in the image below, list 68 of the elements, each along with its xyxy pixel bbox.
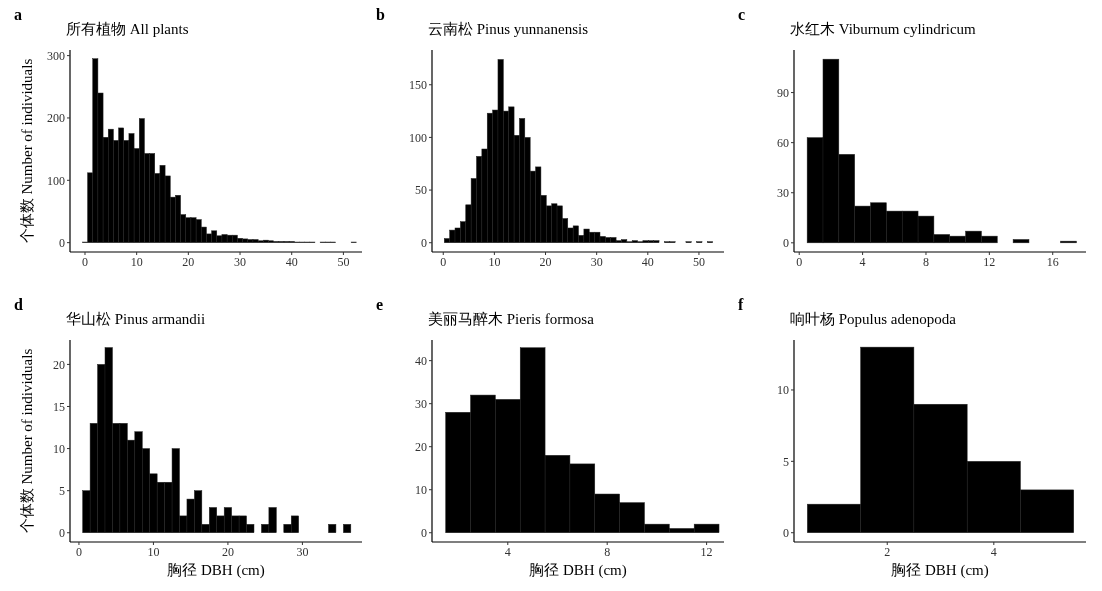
chart-title: 美丽马醉木 Pieris formosa <box>428 311 595 327</box>
chart-title: 云南松 Pinus yunnanensis <box>428 21 589 37</box>
y-tick-label: 5 <box>59 483 65 498</box>
x-tick-label: 4 <box>504 545 511 559</box>
text: d <box>14 296 23 313</box>
x-tick-label: 20 <box>221 545 234 559</box>
x-axis-title: 胸径 DBH (cm) <box>529 562 627 579</box>
x-axis-title: 胸径 DBH (cm) <box>167 562 265 579</box>
y-axis-title: 个体数 Number of individuals <box>19 58 35 244</box>
y-tick-label: 60 <box>777 135 789 150</box>
y-tick-label: 10 <box>415 482 427 497</box>
text: b <box>376 6 385 23</box>
y-tick-label: 0 <box>59 525 65 540</box>
x-tick-label: 0 <box>75 545 82 559</box>
y-tick-label: 40 <box>415 353 427 368</box>
y-tick-label: 90 <box>777 85 789 100</box>
y-tick-label: 50 <box>415 183 427 198</box>
x-tick-label: 30 <box>590 255 603 269</box>
y-tick-label: 100 <box>47 173 65 188</box>
y-tick-label: 10 <box>53 441 65 456</box>
x-axis-title: 胸径 DBH (cm) <box>891 562 989 579</box>
y-tick-label: 0 <box>783 236 789 251</box>
y-tick-label: 200 <box>47 111 65 126</box>
text: a <box>14 6 22 23</box>
x-tick-label: 10 <box>488 255 501 269</box>
chart-title: 华山松 Pinus armandii <box>66 311 206 327</box>
text: f <box>738 296 744 313</box>
y-tick-label: 20 <box>53 357 65 372</box>
x-tick-label: 40 <box>285 255 298 269</box>
x-tick-label: 50 <box>337 255 350 269</box>
y-tick-label: 150 <box>409 77 427 92</box>
y-tick-label: 30 <box>415 396 427 411</box>
x-tick-label: 30 <box>234 255 247 269</box>
x-tick-label: 4 <box>990 545 997 559</box>
x-tick-label: 8 <box>922 255 929 269</box>
y-tick-label: 0 <box>421 235 427 250</box>
x-tick-label: 50 <box>692 255 705 269</box>
x-tick-label: 40 <box>641 255 654 269</box>
y-axis-title: 个体数 Number of individuals <box>19 348 35 534</box>
x-tick-label: 0 <box>796 255 803 269</box>
x-tick-label: 12 <box>700 545 713 559</box>
y-tick-label: 0 <box>59 235 65 250</box>
y-tick-label: 100 <box>409 130 427 145</box>
x-tick-label: 20 <box>539 255 552 269</box>
y-tick-label: 15 <box>53 399 65 414</box>
y-tick-label: 20 <box>415 439 427 454</box>
x-tick-label: 0 <box>81 255 88 269</box>
text: c <box>738 6 746 23</box>
x-tick-label: 0 <box>440 255 447 269</box>
x-tick-label: 30 <box>296 545 309 559</box>
text: e <box>376 296 384 313</box>
x-tick-label: 10 <box>147 545 160 559</box>
chart-title: 水红木 Viburnum cylindricum <box>790 21 977 37</box>
x-tick-label: 2 <box>884 545 891 559</box>
y-tick-label: 300 <box>47 48 65 63</box>
chart-title: 响叶杨 Populus adenopoda <box>790 311 957 327</box>
y-tick-label: 0 <box>783 525 789 540</box>
x-tick-label: 8 <box>604 545 611 559</box>
y-tick-label: 5 <box>783 454 789 469</box>
y-tick-label: 10 <box>777 383 789 398</box>
x-tick-label: 16 <box>1046 255 1059 269</box>
x-tick-label: 20 <box>182 255 195 269</box>
y-tick-label: 30 <box>777 185 789 200</box>
x-tick-label: 4 <box>859 255 866 269</box>
y-tick-label: 0 <box>421 525 427 540</box>
x-tick-label: 10 <box>130 255 143 269</box>
chart-title: 所有植物 All plants <box>66 21 189 37</box>
x-tick-label: 12 <box>983 255 996 269</box>
